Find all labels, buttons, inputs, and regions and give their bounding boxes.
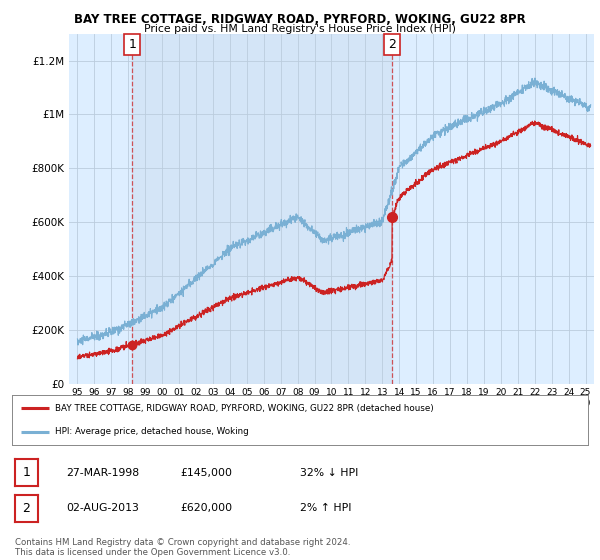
Text: 1: 1 (22, 466, 31, 479)
Text: 2: 2 (22, 502, 31, 515)
Bar (132, 34, 392, 384)
Text: HPI: Average price, detached house, Woking: HPI: Average price, detached house, Woki… (55, 427, 249, 436)
Text: 27-MAR-1998: 27-MAR-1998 (66, 468, 139, 478)
Text: 2: 2 (388, 38, 396, 51)
Text: 1: 1 (128, 38, 136, 51)
Text: Contains HM Land Registry data © Crown copyright and database right 2024.
This d: Contains HM Land Registry data © Crown c… (15, 538, 350, 557)
Text: £620,000: £620,000 (180, 503, 232, 514)
Text: £145,000: £145,000 (180, 468, 232, 478)
Text: 32% ↓ HPI: 32% ↓ HPI (300, 468, 358, 478)
Text: BAY TREE COTTAGE, RIDGWAY ROAD, PYRFORD, WOKING, GU22 8PR: BAY TREE COTTAGE, RIDGWAY ROAD, PYRFORD,… (74, 13, 526, 26)
Text: BAY TREE COTTAGE, RIDGWAY ROAD, PYRFORD, WOKING, GU22 8PR (detached house): BAY TREE COTTAGE, RIDGWAY ROAD, PYRFORD,… (55, 404, 434, 413)
Text: 2% ↑ HPI: 2% ↑ HPI (300, 503, 352, 514)
Text: Price paid vs. HM Land Registry's House Price Index (HPI): Price paid vs. HM Land Registry's House … (144, 24, 456, 34)
Text: 02-AUG-2013: 02-AUG-2013 (66, 503, 139, 514)
